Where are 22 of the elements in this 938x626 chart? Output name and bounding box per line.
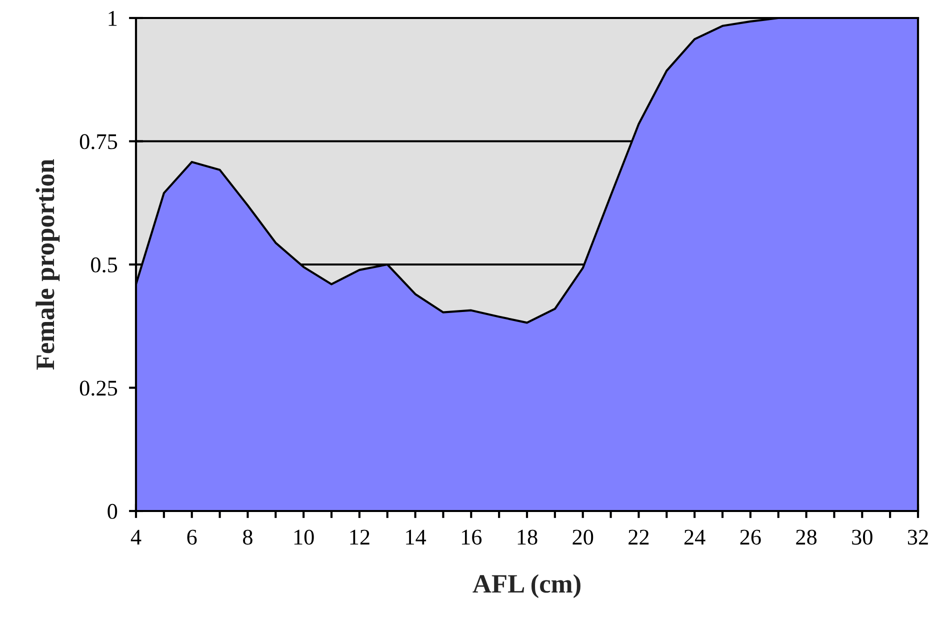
y-tick-label: 1 — [108, 11, 117, 26]
x-tick-label: 32 — [908, 530, 928, 545]
y-tick-label: 0.75 — [80, 134, 118, 150]
y-tick-label: 0.5 — [91, 257, 118, 273]
y-tick-label: 0 — [108, 504, 118, 519]
x-tick-label: 16 — [462, 530, 482, 545]
x-tick-label: 24 — [684, 530, 706, 544]
x-tick-label: 18 — [518, 530, 538, 545]
y-axis-title: Female proportion — [36, 159, 60, 370]
x-tick-label: 30 — [852, 530, 872, 545]
x-tick-label: 6 — [187, 530, 197, 545]
x-tick-label: 20 — [572, 530, 594, 545]
x-tick-label: 12 — [350, 530, 370, 544]
x-tick-label: 8 — [243, 530, 252, 545]
x-tick-label: 4 — [130, 530, 142, 544]
x-tick-label: 26 — [740, 530, 761, 545]
x-tick-label: 14 — [406, 530, 426, 544]
x-axis-title: AFL (cm) — [472, 574, 580, 598]
x-tick-label: 28 — [796, 530, 817, 545]
y-tick-label: 0.25 — [80, 380, 118, 396]
x-tick-label: 10 — [294, 530, 314, 545]
x-tick-label: 22 — [628, 530, 649, 544]
